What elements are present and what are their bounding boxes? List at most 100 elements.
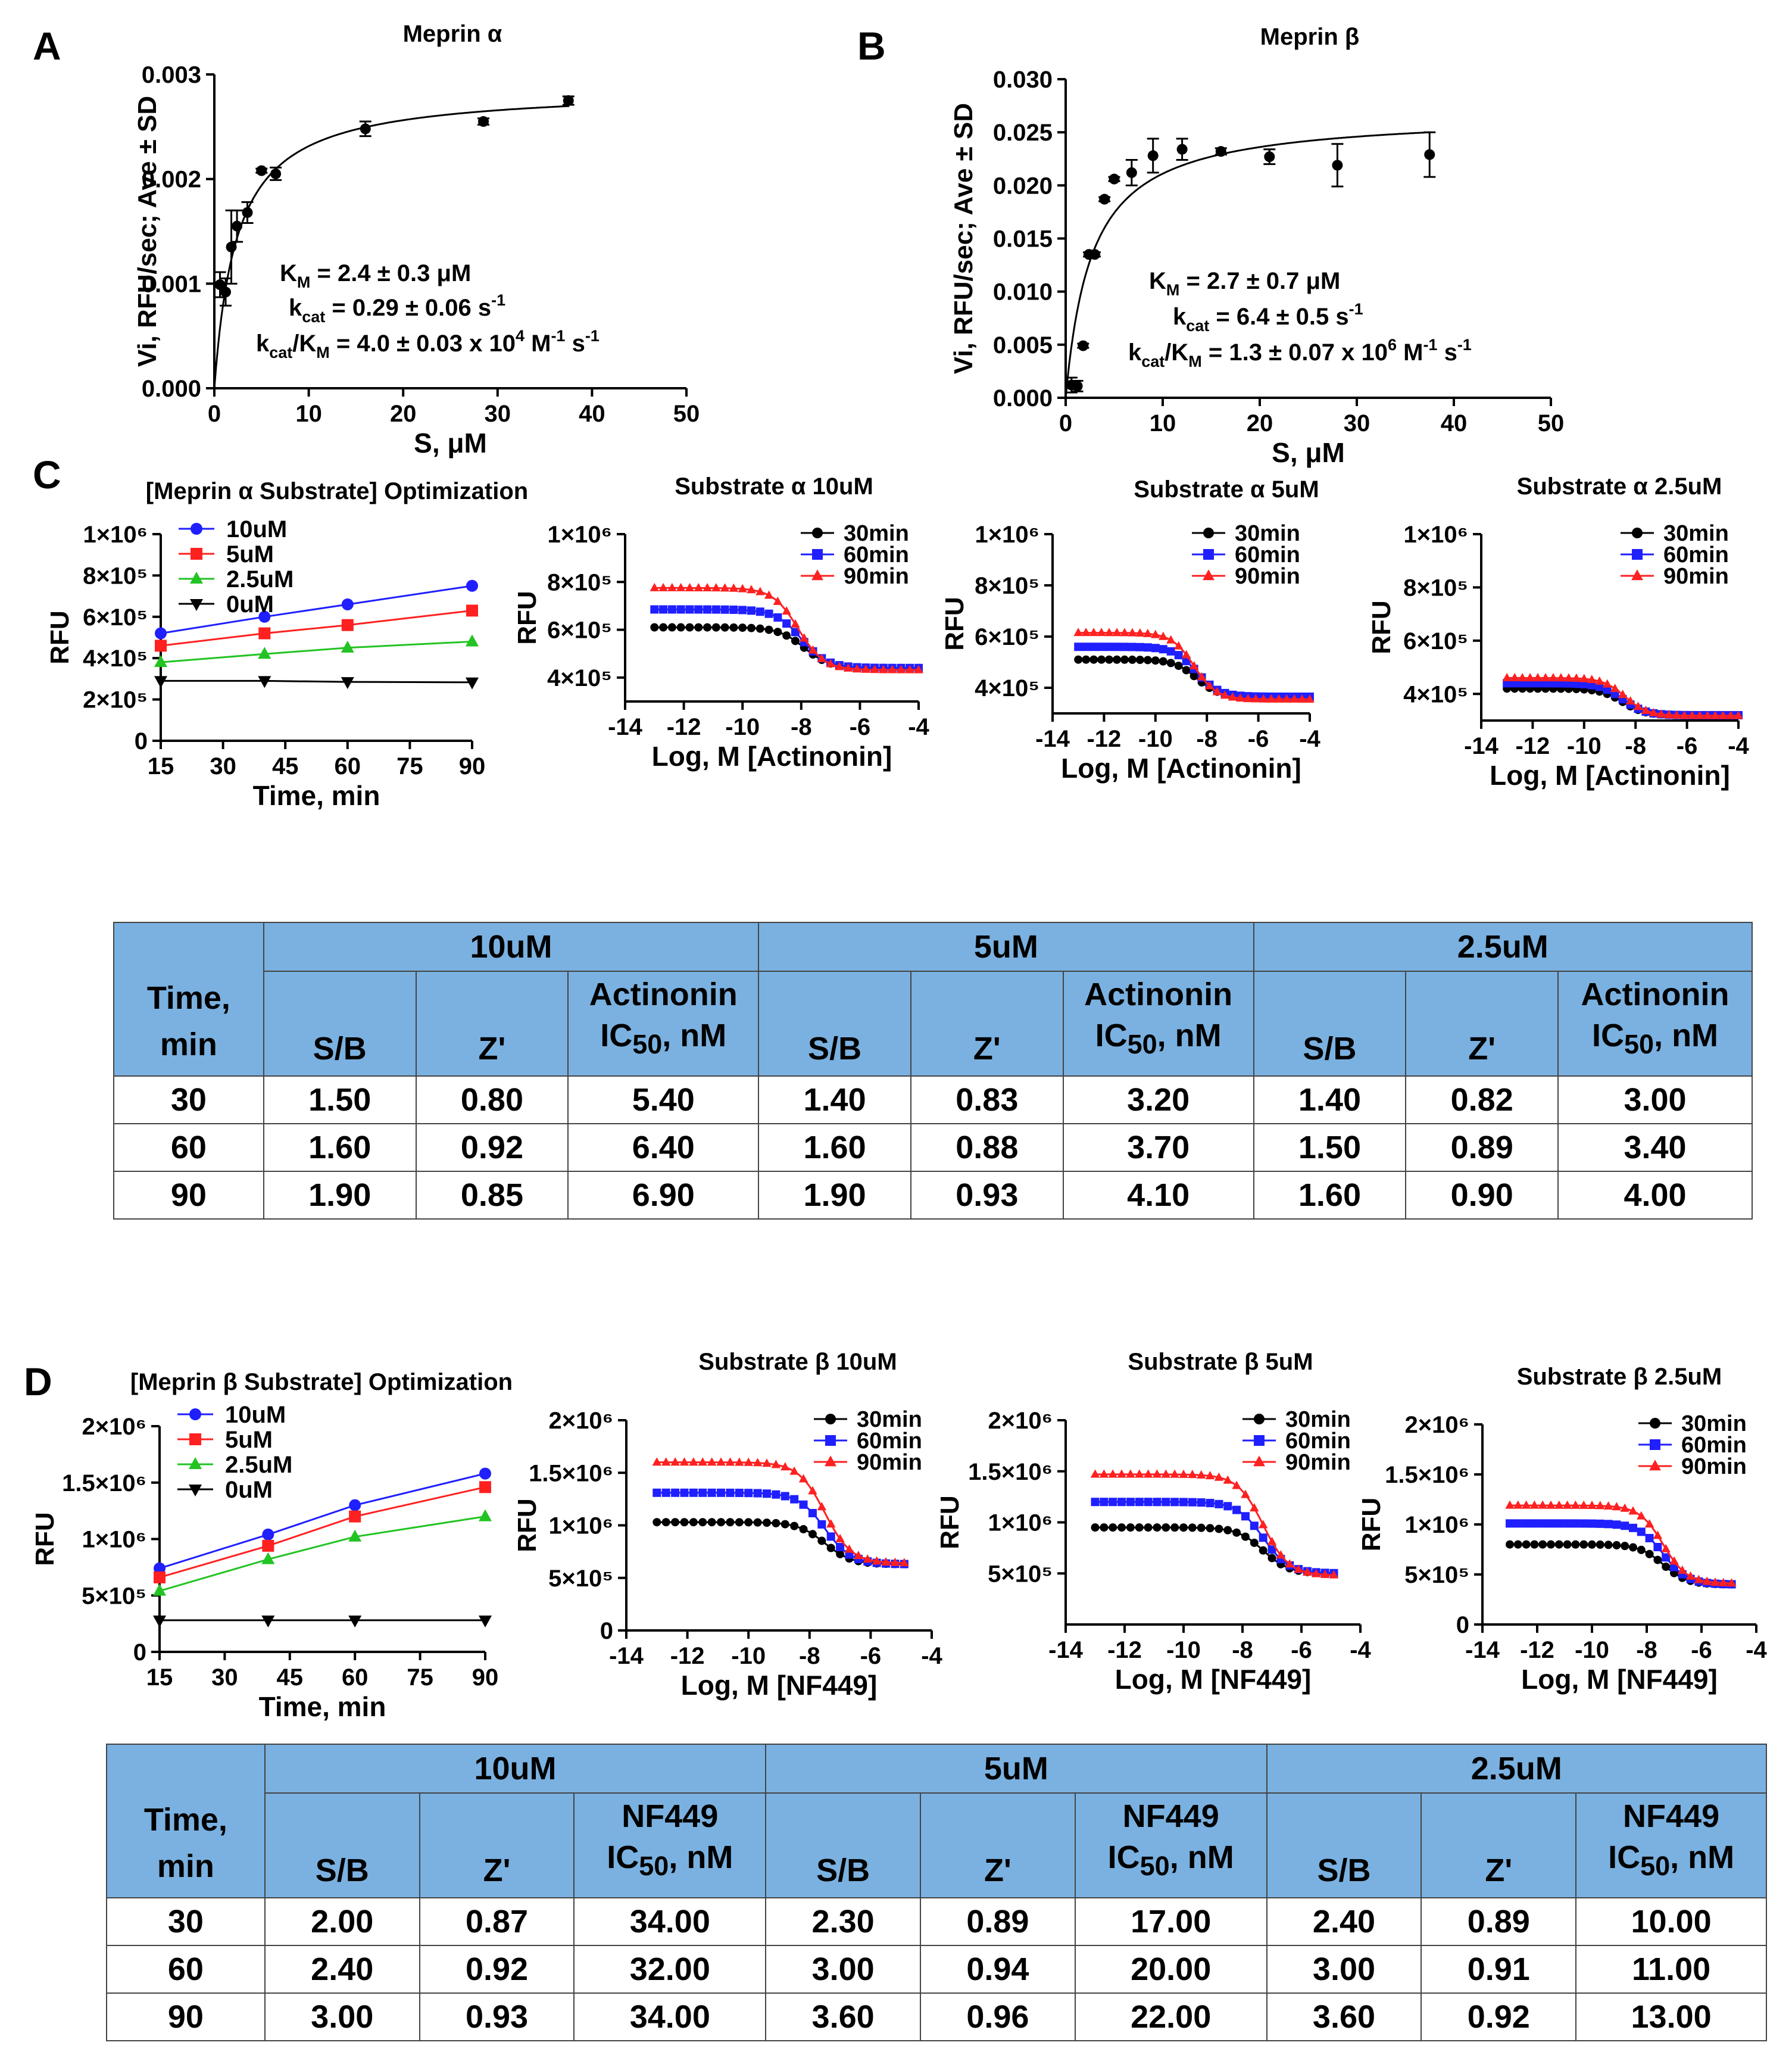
data-point xyxy=(1695,710,1704,719)
y-tick-label: 0.001 xyxy=(142,271,201,297)
series-line xyxy=(159,1516,486,1592)
fit-curve xyxy=(1095,1501,1334,1574)
y-axis-label: RFU xyxy=(940,597,969,650)
data-point xyxy=(1166,659,1175,668)
data-point xyxy=(1595,682,1604,691)
data-point xyxy=(747,623,755,632)
x-tick-label: -6 xyxy=(1291,1637,1312,1663)
table-d-ic50-header: NF449 IC50, nM xyxy=(1575,1792,1767,1898)
data-point xyxy=(1082,643,1091,651)
y-tick-label: 2×10⁵ xyxy=(83,687,148,713)
data-point xyxy=(190,599,203,611)
table-c-sb-header: S/B xyxy=(263,971,417,1077)
kcat-km-annotation-part: /K xyxy=(292,330,316,357)
ic-unit: , nM xyxy=(1157,1018,1222,1054)
data-point xyxy=(1679,710,1689,719)
fit-curve xyxy=(1095,1526,1334,1574)
kcat-km-annotation-part: M xyxy=(1397,339,1423,366)
data-point xyxy=(154,1571,166,1583)
data-point xyxy=(661,1488,670,1497)
data-point xyxy=(1620,1503,1629,1512)
chart-title: [Meprin α Substrate] Optimization xyxy=(146,478,528,504)
data-point xyxy=(1162,1498,1170,1507)
data-point xyxy=(782,619,791,628)
data-point xyxy=(1579,673,1589,682)
x-tick-label: 20 xyxy=(1247,410,1273,436)
data-point xyxy=(1547,1540,1555,1549)
x-axis-label: Log, M [Actinonin] xyxy=(1061,753,1301,784)
data-point xyxy=(773,628,782,637)
fit-curve xyxy=(1510,1522,1732,1585)
data-point xyxy=(825,1435,836,1446)
data-point xyxy=(1603,685,1612,694)
table-cell: 0.93 xyxy=(910,1171,1064,1220)
data-point xyxy=(1572,673,1581,682)
data-point xyxy=(155,627,167,640)
data-point xyxy=(1151,644,1160,653)
data-point xyxy=(852,664,862,673)
data-point xyxy=(1602,679,1612,688)
data-point xyxy=(661,1457,671,1466)
y-tick-label: 1×10⁶ xyxy=(547,522,612,548)
data-point xyxy=(854,1551,863,1560)
data-point xyxy=(341,619,354,631)
data-point xyxy=(1424,149,1435,160)
data-point xyxy=(349,1510,361,1523)
chart-c3: Substrate α 5uM -14 -12 -10 -8 -6 -4 4×10⁵ 6×10⁵… xyxy=(940,476,1321,784)
data-point xyxy=(1109,173,1120,185)
data-point xyxy=(811,569,823,581)
data-point xyxy=(466,579,478,592)
data-point xyxy=(1166,635,1176,644)
table-cell: 13.00 xyxy=(1575,1992,1767,2041)
data-point xyxy=(1505,1500,1515,1509)
x-tick-label: 40 xyxy=(1441,410,1468,436)
data-point xyxy=(1267,1554,1276,1563)
legend-label: 90min xyxy=(857,1450,922,1475)
data-point xyxy=(1173,641,1184,650)
x-tick-label: 40 xyxy=(579,401,605,427)
data-point xyxy=(1506,1540,1514,1549)
data-point xyxy=(791,628,800,637)
data-point xyxy=(1282,694,1291,703)
data-point xyxy=(1513,1519,1522,1528)
data-point xyxy=(826,1519,836,1528)
data-point xyxy=(887,665,897,673)
table-d: Time, min 10uM 5uM 2.5uM S/B Z' NF449 IC5… xyxy=(106,1744,1768,2041)
table-cell: 0.92 xyxy=(1421,1992,1577,2041)
data-point xyxy=(226,241,237,252)
data-point xyxy=(1190,672,1198,681)
table-cell: 0.89 xyxy=(1421,1897,1577,1946)
data-point xyxy=(1253,1455,1265,1467)
kcat-km-annotation: kcat/KM = 1.3 ± 0.07 x 106 M-1 s-1 xyxy=(1128,336,1472,370)
data-point xyxy=(1662,1563,1671,1571)
table-d-z-header: Z' xyxy=(419,1792,575,1898)
table-cell: 1.60 xyxy=(758,1123,911,1172)
data-point xyxy=(773,596,783,605)
data-point xyxy=(1152,1469,1162,1478)
data-point xyxy=(791,619,800,628)
y-tick-label: 8×10⁵ xyxy=(1403,575,1468,601)
data-point xyxy=(735,1457,744,1466)
y-tick-label: 1×10⁶ xyxy=(548,1513,613,1539)
data-point xyxy=(1538,1540,1547,1549)
table-cell: 3.00 xyxy=(1266,1945,1422,1994)
data-point xyxy=(1089,655,1098,664)
chart-a: Meprin α 0 10 20 30 40 50 0.000 0.001 0.002 0.003 S… xyxy=(133,21,700,459)
data-point xyxy=(1538,1519,1547,1528)
ic-unit: , nM xyxy=(1670,1839,1735,1876)
data-point xyxy=(720,583,730,592)
table-cell: 3.40 xyxy=(1557,1123,1753,1172)
data-point xyxy=(661,1518,670,1527)
ic-sub: 50 xyxy=(632,1029,663,1059)
kcat-km-annotation-part: cat xyxy=(269,344,292,361)
x-tick-label: -10 xyxy=(1138,726,1173,752)
y-axis-label: RFU xyxy=(1357,1498,1386,1551)
km-annotation: KM = 2.4 ± 0.3 μM xyxy=(280,260,471,291)
fit-curve xyxy=(657,1492,904,1565)
data-point xyxy=(1258,1520,1268,1529)
data-point xyxy=(262,1528,274,1541)
data-point xyxy=(479,1467,491,1480)
data-point xyxy=(1174,651,1183,660)
table-cell: 0.90 xyxy=(1405,1171,1559,1220)
chart-d4: Substrate β 2.5uM -14 -12 -10 -8 -6 -4 0 5×10⁵ 1×… xyxy=(1357,1364,1768,1695)
